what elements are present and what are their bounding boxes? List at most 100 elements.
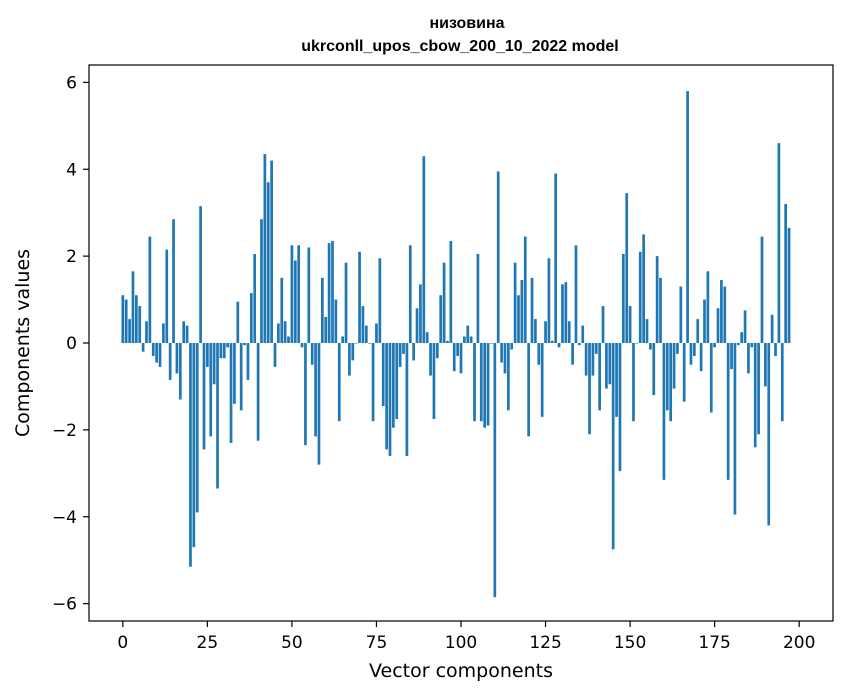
bar-125	[544, 321, 547, 343]
bar-14	[168, 343, 172, 380]
bar-158	[655, 256, 659, 344]
bar-96	[446, 340, 449, 343]
bar-34	[236, 301, 240, 343]
bar-122	[534, 319, 537, 343]
bar-147	[618, 343, 622, 472]
bar-92	[432, 343, 436, 420]
bar-177	[720, 280, 723, 343]
bar-52	[297, 245, 301, 343]
bar-171	[699, 343, 703, 372]
bar-88	[419, 284, 422, 343]
bar-9	[151, 343, 155, 357]
bar-121	[530, 277, 534, 343]
bar-178	[723, 286, 727, 343]
x-tick-label: 25	[197, 633, 219, 653]
bar-150	[628, 306, 632, 343]
bar-190	[764, 343, 767, 387]
bar-27	[212, 343, 216, 385]
bar-5	[138, 306, 142, 343]
bar-173	[706, 271, 710, 343]
bar-180	[730, 343, 733, 370]
bar-37	[246, 343, 250, 380]
bar-119	[523, 236, 527, 343]
bar-153	[638, 251, 642, 343]
bar-111	[496, 171, 500, 343]
bar-157	[652, 343, 656, 396]
bar-175	[713, 343, 716, 348]
bar-120	[527, 343, 530, 437]
bar-87	[415, 308, 419, 343]
bar-136	[581, 325, 585, 344]
bar-70	[358, 251, 361, 343]
bar-64	[337, 343, 341, 422]
bar-39	[253, 253, 257, 343]
bar-86	[412, 343, 416, 361]
bar-117	[517, 295, 520, 343]
bar-114	[506, 343, 510, 411]
bar-67	[348, 343, 351, 376]
bar-188	[757, 343, 760, 435]
bar-47	[280, 277, 284, 343]
bar-165	[679, 286, 683, 343]
bar-6	[141, 343, 145, 352]
bar-77	[381, 343, 385, 406]
bar-193	[774, 343, 777, 357]
bar-56	[310, 343, 314, 365]
bar-181	[733, 343, 737, 515]
bar-29	[219, 343, 223, 359]
bar-8	[148, 236, 152, 343]
bar-78	[385, 343, 388, 450]
x-tick-label: 100	[445, 633, 477, 653]
bar-55	[307, 247, 311, 343]
bar-123	[537, 343, 541, 365]
x-tick-label: 125	[529, 633, 561, 653]
bar-127	[550, 340, 554, 343]
bar-167	[686, 91, 689, 343]
bar-79	[388, 343, 392, 456]
bar-185	[747, 343, 750, 374]
bar-53	[300, 343, 304, 348]
bar-196	[784, 204, 788, 343]
y-tick-label: −2	[52, 421, 77, 441]
bar-89	[422, 156, 426, 343]
bar-57	[314, 343, 317, 437]
bar-113	[503, 343, 507, 374]
bar-189	[760, 236, 764, 343]
y-tick-label: −6	[52, 595, 77, 615]
y-axis-ticks: −6 −4 −2 0 2 4 6	[52, 73, 89, 615]
bar-139	[591, 343, 595, 376]
bar-23	[199, 206, 202, 343]
bar-191	[767, 343, 771, 526]
bar-48	[283, 321, 287, 343]
bar-54	[304, 343, 307, 446]
bar-59	[320, 277, 324, 343]
bar-101	[463, 336, 466, 343]
bar-22	[195, 343, 199, 513]
bar-142	[601, 306, 605, 343]
bar-104	[473, 343, 476, 422]
bar-195	[780, 343, 784, 422]
y-tick-label: 4	[66, 160, 77, 180]
bar-69	[354, 343, 358, 344]
bar-184	[743, 310, 747, 343]
bar-132	[567, 321, 571, 343]
bar-182	[736, 343, 740, 346]
plot-frame	[88, 64, 834, 622]
bar-97	[449, 240, 453, 343]
bar-61	[327, 243, 331, 343]
bar-68	[351, 343, 355, 361]
bar-194	[777, 143, 781, 343]
bar-126	[547, 258, 551, 343]
bar-72	[364, 325, 368, 344]
bar-110	[493, 343, 497, 598]
bar-108	[486, 343, 490, 426]
y-tick-label: 0	[66, 334, 77, 354]
bar-151	[632, 343, 635, 422]
bar-109	[490, 343, 493, 344]
y-axis-label: Components values	[12, 249, 34, 437]
bar-152	[635, 343, 639, 344]
bar-128	[554, 173, 558, 343]
chart-subtitle: ukrconll_upos_cbow_200_10_2022 model	[301, 38, 618, 55]
bar-4	[134, 295, 138, 343]
bar-82	[398, 343, 402, 367]
